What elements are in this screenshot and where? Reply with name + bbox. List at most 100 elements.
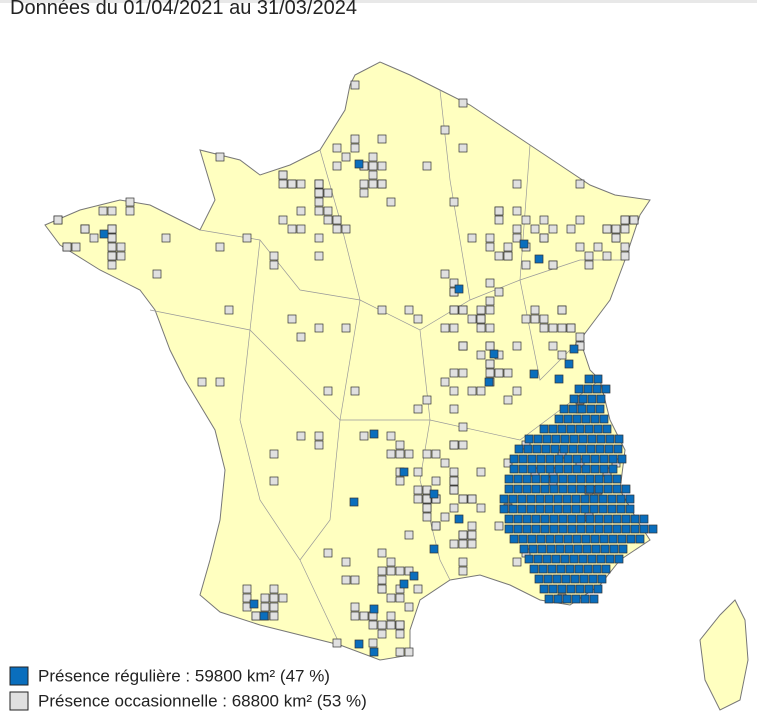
grid-square	[571, 504, 581, 514]
grid-square	[583, 564, 593, 574]
grid-square	[422, 395, 432, 405]
grid-square	[314, 233, 324, 243]
grid-square	[296, 332, 306, 342]
grid-square	[413, 485, 423, 495]
grid-square	[595, 404, 605, 414]
grid-square	[572, 454, 582, 464]
grid-square	[377, 305, 387, 315]
grid-square	[323, 386, 333, 396]
map	[44, 61, 749, 711]
grid-square	[600, 544, 610, 554]
grid-square	[590, 464, 600, 474]
grid-square	[592, 384, 602, 394]
grid-square	[599, 534, 609, 544]
grid-square	[580, 504, 590, 514]
grid-square	[596, 394, 606, 404]
grid-square	[539, 584, 549, 594]
grid-square	[596, 554, 606, 564]
grid-square	[269, 251, 279, 261]
grid-square	[572, 414, 582, 424]
grid-square	[476, 386, 486, 396]
grid-square	[349, 497, 359, 507]
grid-square	[116, 251, 126, 261]
grid-square	[574, 564, 584, 574]
grid-square	[350, 143, 360, 153]
grid-square	[332, 143, 342, 153]
regular-squares	[99, 159, 658, 657]
grid-square	[386, 620, 396, 630]
grid-square	[575, 424, 585, 434]
grid-square	[449, 323, 459, 333]
grid-square	[467, 539, 477, 549]
grid-square	[368, 620, 378, 630]
grid-square	[539, 215, 549, 225]
grid-square	[314, 188, 324, 198]
grid-square	[591, 544, 601, 554]
grid-square	[287, 179, 297, 189]
grid-square	[527, 534, 537, 544]
grid-square	[314, 440, 324, 450]
grid-square	[377, 629, 387, 639]
grid-square	[314, 197, 324, 207]
grid-square	[359, 179, 369, 189]
grid-square	[548, 260, 558, 270]
grid-square	[449, 197, 459, 207]
grid-square	[458, 494, 468, 504]
grid-square	[530, 224, 540, 234]
grid-square	[350, 134, 360, 144]
grid-square	[589, 494, 599, 504]
grid-square	[575, 242, 585, 252]
grid-square	[519, 544, 529, 554]
grid-square	[546, 544, 556, 554]
grid-square	[575, 332, 585, 342]
grid-square	[585, 484, 595, 494]
grid-square	[395, 647, 405, 657]
grid-square	[341, 152, 351, 162]
grid-square	[626, 534, 636, 544]
grid-square	[354, 639, 364, 649]
grid-square	[494, 287, 504, 297]
grid-square	[429, 544, 439, 554]
grid-square	[521, 260, 531, 270]
grid-square	[571, 494, 581, 504]
grid-square	[629, 215, 639, 225]
grid-square	[547, 564, 557, 574]
grid-square	[531, 474, 541, 484]
grid-square	[563, 454, 573, 464]
grid-square	[534, 254, 544, 264]
grid-square	[603, 524, 613, 534]
grid-square	[369, 647, 379, 657]
grid-square	[242, 233, 252, 243]
grid-square	[314, 206, 324, 216]
grid-square	[413, 404, 423, 414]
grid-square	[323, 215, 333, 225]
grid-square	[249, 599, 259, 609]
grid-square	[616, 504, 626, 514]
grid-square	[369, 429, 379, 439]
grid-square	[269, 611, 279, 621]
grid-square	[575, 584, 585, 594]
grid-square	[589, 594, 599, 604]
grid-square	[467, 530, 477, 540]
grid-square	[399, 467, 409, 477]
grid-square	[536, 464, 546, 474]
grid-square	[242, 593, 252, 603]
grid-square	[354, 159, 364, 169]
grid-square	[107, 251, 117, 261]
grid-square	[509, 454, 519, 464]
grid-square	[53, 215, 63, 225]
grid-square	[521, 314, 531, 324]
grid-square	[458, 530, 468, 540]
grid-square	[536, 454, 546, 464]
grid-square	[585, 514, 595, 524]
grid-square	[603, 484, 613, 494]
grid-square	[625, 494, 635, 504]
grid-square	[549, 514, 559, 524]
grid-square	[558, 474, 568, 484]
grid-square	[422, 494, 432, 504]
grid-square	[539, 314, 549, 324]
grid-square	[404, 602, 414, 612]
grid-square	[504, 524, 514, 534]
grid-square	[503, 251, 513, 261]
grid-square	[581, 464, 591, 474]
